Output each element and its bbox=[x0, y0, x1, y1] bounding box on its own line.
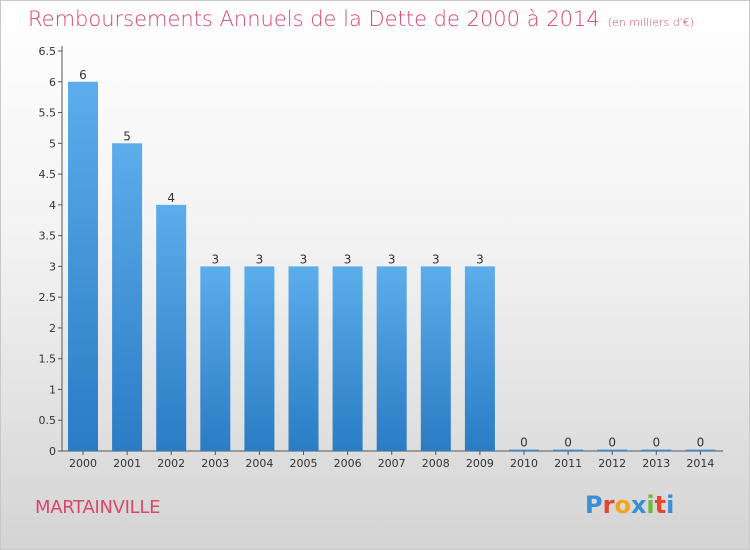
logo-letter: r bbox=[602, 491, 615, 519]
bar-value-label: 3 bbox=[344, 252, 352, 266]
chart-axes: 0 0.5 1 1.5 2 2.5 3 3.5 4 4.5 5 5.5 6 6.5 2000 2001 2002… bbox=[39, 45, 723, 470]
y-tick-label: 1 bbox=[49, 383, 56, 396]
y-tick-label: 1.5 bbox=[39, 353, 57, 366]
bar-chart: 0 0.5 1 1.5 2 2.5 3 3.5 4 4.5 5 5.5 6 6.5 2000 2001 2002… bbox=[39, 45, 723, 470]
bar-value-label: 3 bbox=[388, 252, 396, 266]
bar-value-label: 3 bbox=[432, 252, 440, 266]
logo-letter: i bbox=[666, 491, 675, 519]
bar bbox=[376, 266, 407, 451]
y-tick-label: 2.5 bbox=[39, 291, 57, 304]
bar-value-label: 6 bbox=[79, 68, 87, 82]
chart-subtitle: (en milliers d'€) bbox=[607, 16, 694, 29]
y-tick-label: 4.5 bbox=[39, 168, 57, 181]
x-tick-label: 2009 bbox=[466, 457, 494, 470]
x-tick-label: 2012 bbox=[598, 457, 626, 470]
bar bbox=[641, 449, 672, 451]
bar bbox=[156, 204, 187, 451]
commune-name: MARTAINVILLE bbox=[35, 497, 161, 518]
x-tick-label: 2003 bbox=[201, 457, 229, 470]
x-tick-label: 2001 bbox=[113, 457, 141, 470]
bar bbox=[553, 449, 584, 451]
x-tick-label: 2014 bbox=[686, 457, 714, 470]
bar-value-label: 0 bbox=[697, 436, 705, 450]
logo-letter: t bbox=[654, 491, 667, 519]
bar-value-label: 3 bbox=[256, 252, 264, 266]
chart-bars bbox=[68, 81, 716, 452]
bar bbox=[244, 266, 275, 451]
x-tick-label: 2010 bbox=[510, 457, 538, 470]
proxiti-logo: Proxiti bbox=[585, 491, 674, 519]
bar bbox=[288, 266, 319, 451]
x-tick-label: 2005 bbox=[290, 457, 318, 470]
y-tick-label: 3 bbox=[49, 260, 56, 273]
y-tick-label: 6.5 bbox=[39, 45, 57, 58]
x-tick-label: 2007 bbox=[378, 457, 406, 470]
x-tick-label: 2006 bbox=[334, 457, 362, 470]
bar-value-label: 0 bbox=[564, 436, 572, 450]
y-tick-label: 5 bbox=[49, 137, 56, 150]
bar-value-label: 4 bbox=[167, 191, 175, 205]
bar bbox=[332, 266, 363, 451]
logo-letter: o bbox=[614, 491, 631, 519]
bar-value-label: 0 bbox=[520, 436, 528, 450]
x-tick-label: 2002 bbox=[157, 457, 185, 470]
y-tick-label: 5.5 bbox=[39, 107, 57, 120]
bar bbox=[200, 266, 231, 451]
y-tick-label: 0 bbox=[49, 445, 56, 458]
x-tick-label: 2004 bbox=[245, 457, 273, 470]
logo-letter: i bbox=[646, 491, 655, 519]
bar bbox=[597, 449, 628, 451]
x-tick-label: 2008 bbox=[422, 457, 450, 470]
y-tick-label: 3.5 bbox=[39, 230, 57, 243]
bar bbox=[68, 81, 98, 452]
bar-value-label: 3 bbox=[300, 252, 308, 266]
x-tick-label: 2013 bbox=[642, 457, 670, 470]
x-tick-label: 2000 bbox=[69, 457, 97, 470]
logo-letter: P bbox=[585, 491, 603, 519]
logo-letter: x bbox=[630, 491, 647, 519]
chart-title-text: Remboursements Annuels de la Dette de 20… bbox=[28, 7, 600, 31]
bar-value-label: 0 bbox=[608, 436, 616, 450]
bar-value-label: 0 bbox=[652, 436, 660, 450]
bar bbox=[464, 266, 495, 451]
y-tick-label: 2 bbox=[49, 322, 56, 335]
bar bbox=[112, 143, 143, 452]
bar-value-label: 5 bbox=[123, 129, 131, 143]
bar bbox=[420, 266, 451, 451]
chart-title: Remboursements Annuels de la Dette de 20… bbox=[28, 7, 694, 31]
x-tick-label: 2011 bbox=[554, 457, 582, 470]
bar-value-label: 3 bbox=[476, 252, 484, 266]
y-tick-label: 4 bbox=[49, 199, 56, 212]
bar-value-label: 3 bbox=[211, 252, 219, 266]
bar bbox=[685, 449, 716, 451]
bar bbox=[509, 449, 539, 451]
chart-data-labels: 6 5 4 3 3 3 3 3 3 3 0 0 0 0 0 bbox=[79, 68, 704, 450]
y-tick-label: 0.5 bbox=[39, 414, 57, 427]
y-tick-label: 6 bbox=[49, 76, 56, 89]
